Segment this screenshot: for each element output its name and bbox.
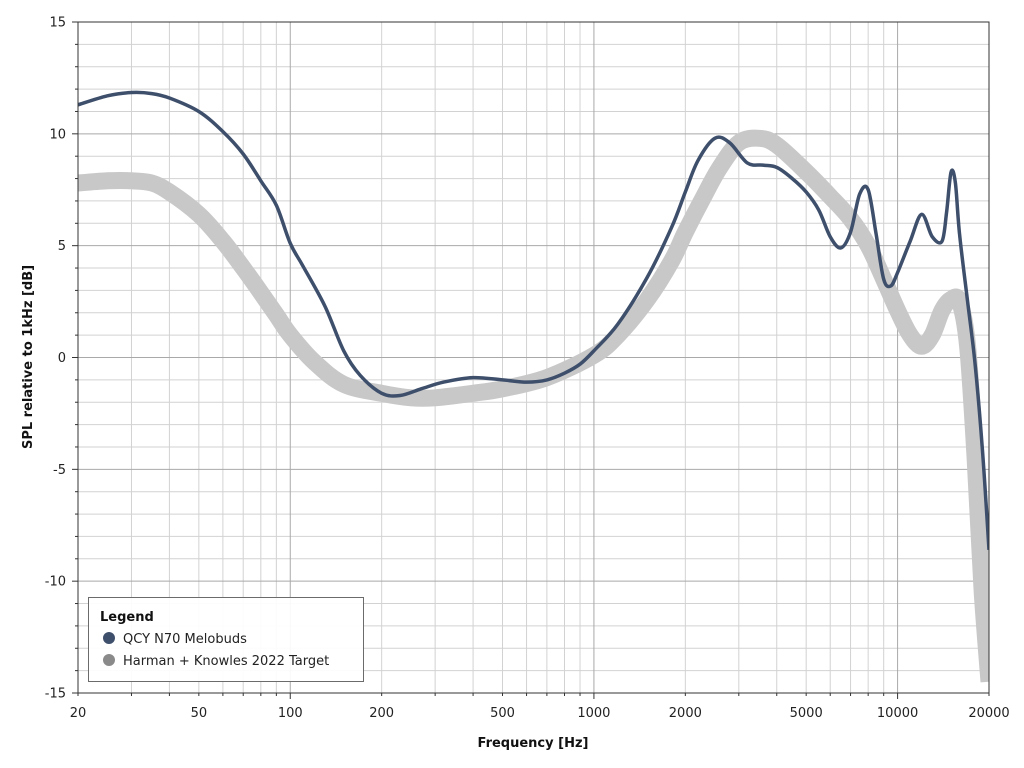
legend-item-qcy[interactable]: QCY N70 Melobuds <box>103 632 247 647</box>
x-tick-label: 1000 <box>577 706 610 721</box>
x-tick-label: 200 <box>369 706 394 721</box>
series-line-harman-target <box>78 129 989 683</box>
legend-marker-qcy <box>103 632 115 644</box>
y-tick-label: 10 <box>49 127 66 142</box>
x-tick-label: 20000 <box>968 706 1009 721</box>
x-axis-title: Frequency [Hz] <box>478 736 589 751</box>
x-tick-label: 500 <box>490 706 515 721</box>
y-tick-label: 15 <box>49 16 66 31</box>
y-tick-label: -10 <box>45 575 66 590</box>
x-tick-label: 50 <box>191 706 208 721</box>
y-tick-label: 0 <box>58 351 66 366</box>
x-tick-label: 20 <box>70 706 87 721</box>
x-tick-labels: 20 50 100 200 500 1000 2000 5000 10000 20000 <box>70 706 1010 721</box>
y-tick-label: -5 <box>53 463 66 478</box>
legend-item-target[interactable]: Harman + Knowles 2022 Target <box>103 654 329 669</box>
legend-marker-target <box>103 654 115 666</box>
legend-label-target: Harman + Knowles 2022 Target <box>123 654 330 669</box>
x-tick-label: 5000 <box>790 706 823 721</box>
series-layer <box>78 90 989 683</box>
y-tick-label: -15 <box>45 687 66 702</box>
tick-marks <box>72 21 990 699</box>
legend-box: Legend QCY N70 Melobuds Harman + Knowles… <box>88 597 364 682</box>
y-axis-title: SPL relative to 1kHz [dB] <box>21 265 36 449</box>
series-line-qcy-n70 <box>78 90 989 551</box>
x-tick-label: 100 <box>278 706 303 721</box>
x-tick-label: 2000 <box>669 706 702 721</box>
legend-title: Legend <box>100 610 154 625</box>
legend-label-qcy: QCY N70 Melobuds <box>123 632 247 647</box>
x-tick-label: 10000 <box>877 706 918 721</box>
y-tick-label: 5 <box>58 239 66 254</box>
y-tick-labels: 15 10 5 0 -5 -10 -15 <box>45 16 66 702</box>
